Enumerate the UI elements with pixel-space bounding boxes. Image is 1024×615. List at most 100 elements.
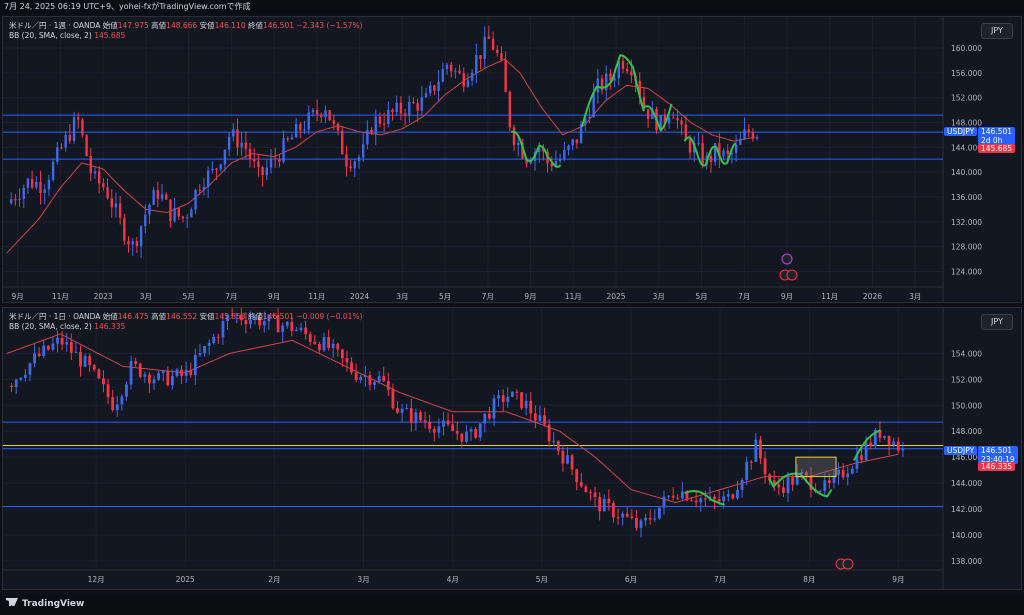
candle-body xyxy=(60,337,64,345)
y-tick-label: 136.000 xyxy=(951,193,982,202)
candle-body xyxy=(428,422,432,429)
candle-body xyxy=(501,395,505,402)
candle-body xyxy=(39,181,42,193)
x-tick-label: 7月 xyxy=(714,575,726,584)
alert-icon-circle xyxy=(781,253,793,265)
x-tick-label: 7月 xyxy=(225,292,237,301)
price-tag-symbol: USDJPY xyxy=(947,446,975,456)
candle-body xyxy=(265,167,269,176)
candle-body xyxy=(368,375,372,385)
x-tick-label: 9月 xyxy=(268,292,280,301)
candle-body xyxy=(841,469,845,478)
candle-body xyxy=(491,38,495,50)
candle-body xyxy=(400,408,404,413)
candle-body xyxy=(203,345,206,354)
bb-indicator-value: 145.685 xyxy=(94,31,126,40)
daily-chart-canvas[interactable]: 138.000 140.000 142.000 144.000 146.000 148.0… xyxy=(3,308,1022,590)
candle-body xyxy=(189,369,193,376)
tradingview-logo[interactable]: TradingView xyxy=(6,598,84,609)
candle-body xyxy=(299,123,302,131)
candle-body xyxy=(800,472,804,474)
candle-body xyxy=(399,102,403,114)
candle-body xyxy=(575,139,579,144)
candle-body xyxy=(470,72,474,81)
candle-body xyxy=(855,455,859,469)
candle-body xyxy=(510,391,514,397)
candle-body xyxy=(69,342,73,353)
y-tick-label: 144.000 xyxy=(951,143,982,152)
candle-body xyxy=(382,123,386,125)
x-tick-label: 11月 xyxy=(52,292,69,301)
candle-body xyxy=(478,423,482,438)
x-tick-label: 8月 xyxy=(803,575,815,584)
candle-body xyxy=(653,518,657,520)
candle-body xyxy=(901,448,905,451)
candle-body xyxy=(194,189,197,210)
candle-body xyxy=(488,413,491,419)
x-tick-label: 11月 xyxy=(821,292,838,301)
candle-body xyxy=(644,517,648,521)
candle-body xyxy=(281,325,285,333)
candle-body xyxy=(667,495,670,497)
candle-body xyxy=(630,516,634,519)
candle-body xyxy=(14,199,17,201)
candle-body xyxy=(378,116,382,124)
weekly-chart-canvas[interactable]: 124.000 128.000 132.000 136.000 140.000 144.0… xyxy=(3,17,1022,303)
candle-body xyxy=(743,129,746,139)
alert-icon xyxy=(781,253,793,265)
candle-body xyxy=(269,158,273,168)
x-tick-label: 9月 xyxy=(892,575,904,584)
candle-body xyxy=(173,208,176,222)
daily-chart-panel[interactable]: 米ドル／円 · 1日 · OANDA 始値146.475 高値146.552 安… xyxy=(2,307,1022,590)
currency-button[interactable]: JPY xyxy=(981,23,1013,39)
candle-body xyxy=(230,314,234,316)
candle-body xyxy=(56,147,59,162)
candle-body xyxy=(143,374,147,377)
candle-body xyxy=(272,314,275,316)
candle-body xyxy=(185,217,189,219)
tradingview-logo-icon xyxy=(6,598,18,606)
candle-body xyxy=(286,138,289,140)
candle-body xyxy=(419,412,422,421)
candle-body xyxy=(713,143,717,162)
candle-body xyxy=(524,400,528,409)
weekly-chart-panel[interactable]: 米ドル／円 · 1週 · OANDA 始値147.975 高値148.666 安… xyxy=(2,16,1022,303)
candle-body xyxy=(403,113,407,116)
candle-body xyxy=(694,500,698,503)
x-tick-label: 3月 xyxy=(357,575,369,584)
candle-body xyxy=(688,138,692,153)
candle-body xyxy=(504,59,507,92)
bb-value-tag: 146.335 xyxy=(978,462,1016,472)
candle-body xyxy=(475,55,478,73)
y-tick-label: 152.000 xyxy=(951,375,982,384)
candle-body xyxy=(566,455,569,464)
candle-body xyxy=(483,413,487,424)
candle-body xyxy=(125,384,128,397)
candle-body xyxy=(722,496,726,502)
candle-body xyxy=(609,73,612,81)
candle-body xyxy=(602,498,606,512)
candle-body xyxy=(734,144,738,153)
candle-body xyxy=(92,365,96,370)
candle-body xyxy=(483,36,486,60)
candle-body xyxy=(613,78,616,81)
candle-body xyxy=(763,458,767,475)
candle-body xyxy=(303,129,306,131)
candle-body xyxy=(508,91,512,128)
candle-body xyxy=(18,198,21,200)
candle-body xyxy=(749,461,753,463)
candle-body xyxy=(361,144,365,158)
close-label: 終値 xyxy=(247,312,263,321)
candle-body xyxy=(144,214,147,227)
x-tick-label: 2026 xyxy=(863,292,882,301)
currency-button[interactable]: JPY xyxy=(981,314,1013,330)
y-tick-label: 128.000 xyxy=(951,243,982,252)
candle-body xyxy=(718,143,721,157)
candle-body xyxy=(462,73,465,87)
x-tick-label: 2023 xyxy=(94,292,113,301)
candle-body xyxy=(290,321,294,331)
green-wave-drawing xyxy=(853,429,881,461)
x-tick-label: 3月 xyxy=(653,292,665,301)
bollinger-mid-line xyxy=(6,58,755,254)
x-tick-label: 9月 xyxy=(781,292,793,301)
